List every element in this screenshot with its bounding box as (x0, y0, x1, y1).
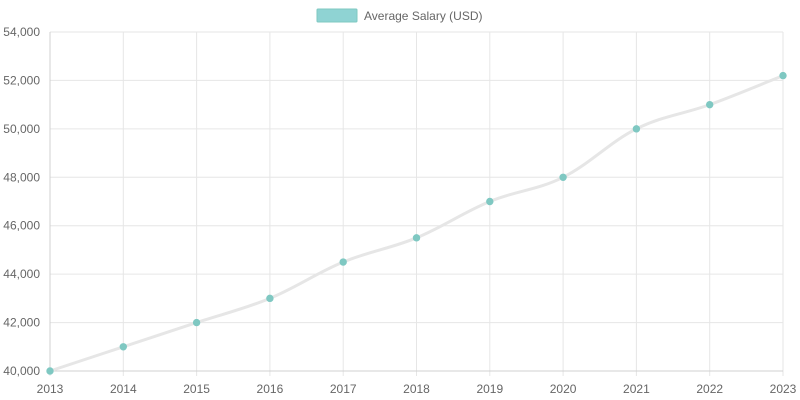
x-tick-label: 2022 (696, 382, 723, 396)
x-tick-label: 2017 (330, 382, 357, 396)
x-tick-label: 2023 (770, 382, 797, 396)
data-point[interactable] (339, 258, 347, 266)
data-point[interactable] (266, 294, 274, 303)
x-tick-label: 2013 (37, 382, 64, 396)
y-tick-label: 48,000 (3, 170, 40, 184)
data-point[interactable] (46, 367, 54, 375)
y-tick-label: 52,000 (3, 73, 40, 87)
axes (49, 32, 783, 372)
legend-swatch (316, 8, 358, 23)
data-point[interactable] (779, 71, 787, 80)
legend[interactable]: Average Salary (USD) (316, 8, 483, 23)
x-tick-label: 2018 (403, 382, 430, 396)
x-tick-label: 2016 (257, 382, 284, 396)
x-tick-label: 2021 (623, 382, 650, 396)
y-tick-label: 46,000 (3, 219, 40, 233)
y-tick-label: 40,000 (3, 364, 40, 378)
legend-label: Average Salary (USD) (364, 9, 483, 23)
x-axis-tick-labels: 2013 2014 2015 2016 2017 2018 2019 2020 2021 2022… (37, 382, 797, 396)
series-points (46, 71, 787, 375)
x-tick-label: 2020 (550, 382, 577, 396)
y-tick-label: 54,000 (3, 25, 40, 39)
data-point[interactable] (486, 197, 494, 206)
data-point[interactable] (412, 234, 421, 242)
x-tick-label: 2014 (110, 382, 137, 396)
x-tick-label: 2019 (476, 382, 503, 396)
y-tick-label: 44,000 (3, 267, 40, 281)
data-point[interactable] (706, 100, 714, 109)
data-point[interactable] (632, 125, 641, 133)
y-axis-tick-labels: 40,000 42,000 44,000 46,000 48,000 50,000 52,0… (3, 25, 40, 378)
grid-lines (49, 31, 784, 376)
x-tick-label: 2015 (183, 382, 210, 396)
data-point[interactable] (119, 343, 128, 351)
data-point[interactable] (192, 318, 201, 327)
y-tick-label: 42,000 (3, 316, 40, 330)
data-point[interactable] (559, 173, 567, 181)
y-tick-label: 50,000 (3, 122, 40, 136)
